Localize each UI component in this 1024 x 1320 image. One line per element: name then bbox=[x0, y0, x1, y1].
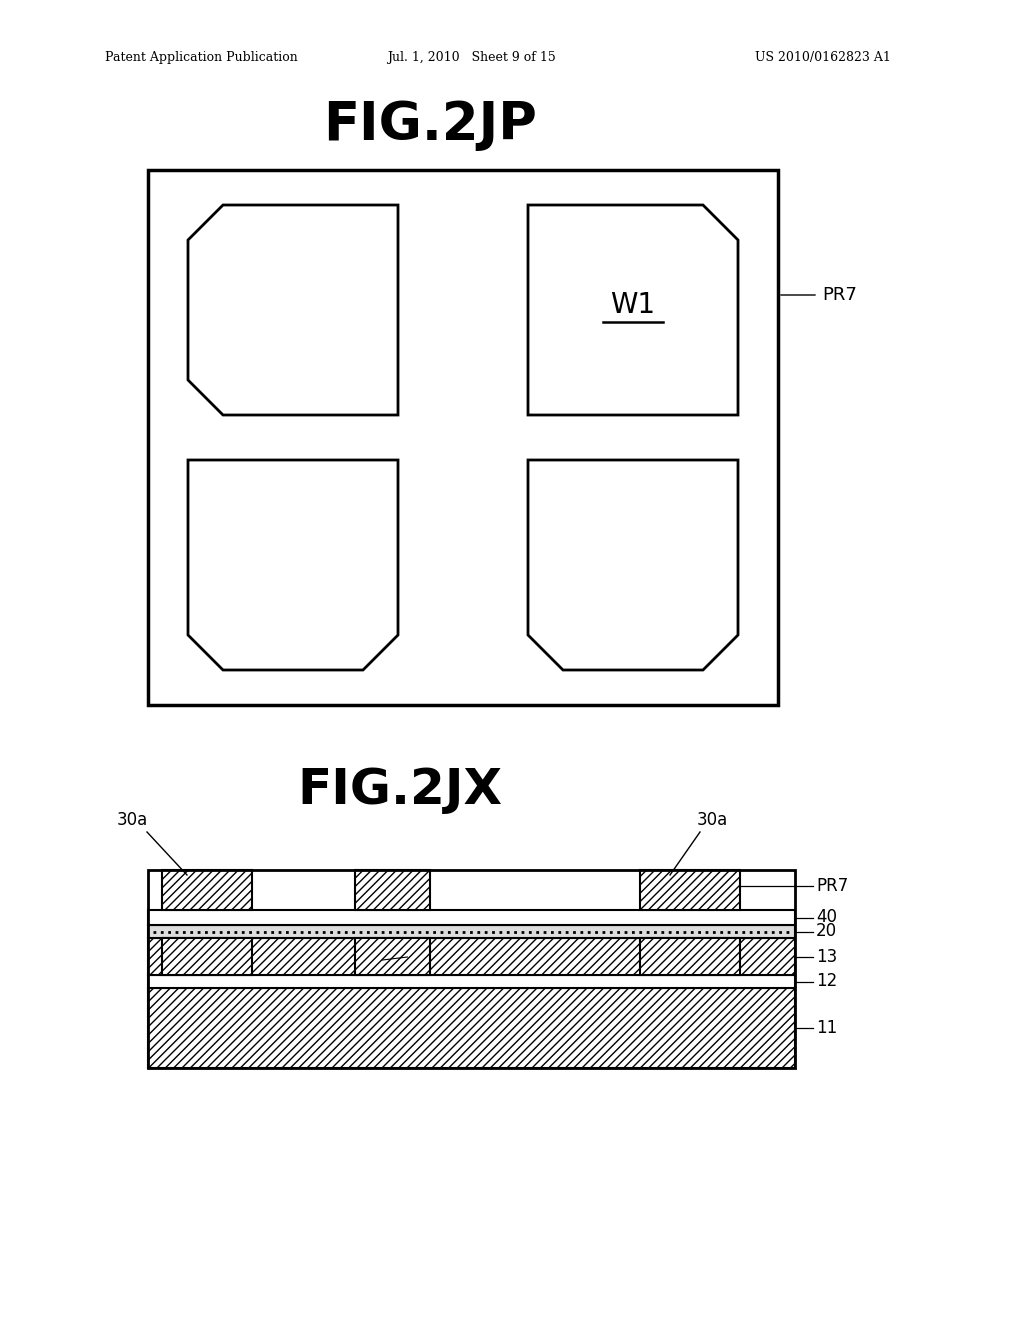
Text: 13: 13 bbox=[816, 948, 838, 965]
Bar bbox=[640, 870, 740, 909]
Polygon shape bbox=[528, 459, 738, 671]
Polygon shape bbox=[188, 205, 398, 414]
Bar bbox=[148, 987, 795, 1068]
Text: 11: 11 bbox=[816, 1019, 838, 1038]
Bar bbox=[148, 909, 795, 925]
Bar bbox=[162, 939, 252, 975]
Text: 30a: 30a bbox=[117, 810, 147, 829]
Text: Jul. 1, 2010   Sheet 9 of 15: Jul. 1, 2010 Sheet 9 of 15 bbox=[387, 51, 556, 65]
Text: FIG.2JP: FIG.2JP bbox=[323, 99, 537, 150]
Bar bbox=[355, 939, 430, 975]
Bar bbox=[148, 170, 778, 705]
Text: 12: 12 bbox=[816, 973, 838, 990]
Bar bbox=[640, 870, 740, 909]
Text: PR7: PR7 bbox=[822, 286, 857, 304]
Text: 20: 20 bbox=[816, 923, 838, 940]
Bar bbox=[148, 975, 795, 987]
Text: US 2010/0162823 A1: US 2010/0162823 A1 bbox=[755, 51, 891, 65]
Polygon shape bbox=[528, 205, 738, 414]
Bar bbox=[148, 939, 795, 975]
Text: 40: 40 bbox=[816, 908, 837, 927]
Text: F: F bbox=[352, 953, 362, 972]
Bar bbox=[640, 939, 740, 975]
Bar bbox=[355, 870, 430, 909]
Text: FIG.2JX: FIG.2JX bbox=[298, 766, 503, 814]
Bar bbox=[148, 925, 795, 939]
Bar bbox=[640, 939, 740, 975]
Bar bbox=[355, 939, 430, 975]
Bar bbox=[355, 870, 430, 909]
Text: Patent Application Publication: Patent Application Publication bbox=[105, 51, 298, 65]
Bar bbox=[162, 870, 252, 909]
Bar bbox=[162, 870, 252, 909]
Text: W1: W1 bbox=[610, 290, 655, 319]
Bar bbox=[148, 987, 795, 1068]
Text: PR7: PR7 bbox=[816, 876, 848, 895]
Text: 30a: 30a bbox=[696, 810, 728, 829]
Bar bbox=[148, 939, 795, 975]
Bar bbox=[162, 939, 252, 975]
Bar bbox=[148, 870, 795, 1068]
Polygon shape bbox=[188, 459, 398, 671]
